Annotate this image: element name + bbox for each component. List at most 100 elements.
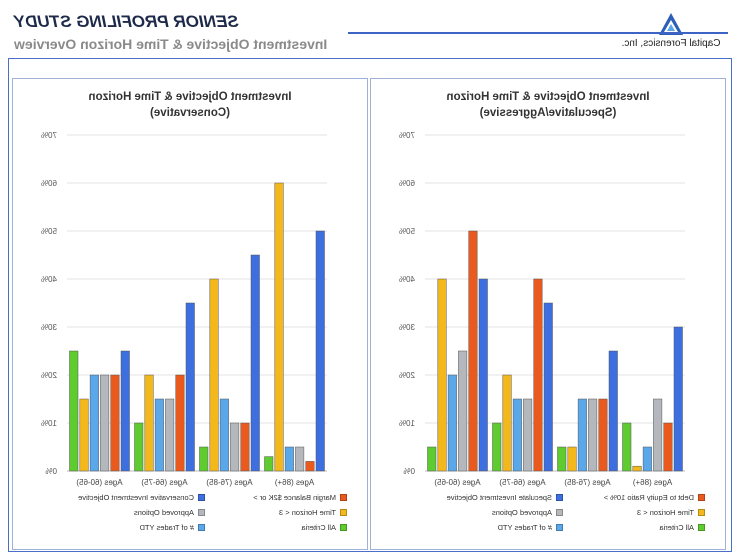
legend-item: Debt to Equity Ratio 10% >: [604, 493, 705, 502]
bar: [110, 374, 120, 472]
y-tick-label: 30%: [41, 323, 57, 332]
bar: [608, 350, 618, 472]
bar: [642, 446, 652, 472]
legend-item: Margin Balance $2K or >: [253, 493, 347, 502]
bar: [577, 398, 587, 472]
y-tick-label: 70%: [399, 131, 415, 140]
y-tick-label: 40%: [399, 275, 415, 284]
bar: [632, 465, 642, 472]
bar: [468, 230, 478, 472]
x-tick-label: Ages (76-85): [206, 478, 253, 487]
legend-item: Approved Options: [492, 508, 563, 517]
chart-panel-conservative: Investment Objective & Time Horizon (Con…: [12, 78, 368, 550]
bar: [69, 350, 79, 472]
chart-panel-speculative: Investment Objective & Time Horizon (Spe…: [370, 78, 726, 550]
bar: [663, 422, 673, 472]
legend-swatch: [198, 509, 205, 516]
chart-legend: All Criteria Time Horizon < 3 # of Trades …: [377, 493, 713, 541]
bar: [240, 422, 250, 472]
bar: [79, 398, 89, 472]
legend-swatch: [198, 524, 205, 531]
y-tick-label: 0%: [403, 467, 415, 476]
legend-label: # of Trades YTD: [139, 523, 194, 532]
legend-swatch: [556, 494, 563, 501]
bar: [264, 456, 274, 472]
y-tick-label: 70%: [41, 131, 57, 140]
bar-chart-conservative: 0% 10% 20% 30% 40% 50% 60% 70% Ages (60-65) Ages …: [41, 131, 327, 487]
y-tick-label: 20%: [41, 371, 57, 380]
bar: [274, 182, 284, 472]
legend-label: Time Horizon < 3: [636, 508, 694, 517]
company-logo: Capital Forensics, Inc.: [616, 12, 726, 49]
legend-label: Speculate Investment Objective: [446, 493, 552, 502]
legend-item: # of Trades YTD: [498, 523, 563, 532]
bar: [175, 374, 185, 472]
bar: [219, 398, 229, 472]
legend-swatch: [340, 524, 347, 531]
legend-swatch: [698, 494, 705, 501]
bar: [199, 446, 209, 472]
bar: [185, 302, 195, 472]
legend-label: All Criteria: [301, 523, 336, 532]
bar: [492, 422, 502, 472]
chart-legend: All Criteria Time Horizon < 3 # of Trades …: [19, 493, 355, 541]
legend-item: All Criteria: [301, 523, 347, 532]
bar: [144, 374, 154, 472]
legend-swatch: [340, 494, 347, 501]
legend-label: Approved Options: [133, 508, 194, 517]
legend-swatch: [698, 509, 705, 516]
legend-swatch: [556, 524, 563, 531]
legend-swatch: [556, 509, 563, 516]
bar: [295, 446, 305, 472]
x-tick-label: Ages (86+): [632, 478, 672, 487]
bar-chart-speculative: 0% 10% 20% 30% 40% 50% 60% 70% Ages (60-65) Ages …: [399, 131, 685, 487]
legend-item: Approved Options: [134, 508, 205, 517]
x-tick-label: Ages (60-65): [76, 478, 123, 487]
legend-swatch: [198, 494, 205, 501]
legend-swatch: [698, 524, 705, 531]
bar: [512, 398, 522, 472]
bar: [598, 398, 608, 472]
bar: [305, 461, 315, 472]
bar: [622, 422, 632, 472]
bar: [673, 326, 683, 472]
bar: [458, 350, 468, 472]
bar: [557, 446, 567, 472]
y-tick-label: 50%: [399, 227, 415, 236]
title-rule: [348, 32, 728, 34]
bar: [567, 446, 577, 472]
bar: [502, 374, 512, 472]
x-tick-label: Ages (66-75): [141, 478, 188, 487]
bar: [523, 398, 533, 472]
legend-label: All Criteria: [659, 523, 694, 532]
bar: [134, 422, 144, 472]
bar: [427, 446, 437, 472]
y-tick-label: 30%: [399, 323, 415, 332]
triangle-logo-icon: [659, 13, 683, 35]
y-tick-label: 0%: [45, 467, 57, 476]
x-tick-label: Ages (76-85): [564, 478, 611, 487]
y-tick-label: 50%: [41, 227, 57, 236]
bar: [100, 374, 110, 472]
bar: [120, 350, 130, 472]
legend-item: All Criteria: [659, 523, 705, 532]
bar: [209, 278, 219, 472]
legend-label: Margin Balance $2K or >: [253, 493, 336, 502]
bar: [165, 398, 175, 472]
x-tick-label: Ages (66-75): [499, 478, 546, 487]
y-tick-label: 20%: [399, 371, 415, 380]
bar: [230, 422, 240, 472]
bar: [478, 278, 488, 472]
legend-item: # of Trades YTD: [140, 523, 205, 532]
legend-label: Debt to Equity Ratio 10% >: [603, 493, 694, 502]
bar: [543, 302, 553, 472]
legend-item: Speculate Investment Objective: [447, 493, 563, 502]
bar: [533, 278, 543, 472]
bar: [437, 278, 447, 472]
y-tick-label: 10%: [41, 419, 57, 428]
y-tick-label: 10%: [399, 419, 415, 428]
legend-swatch: [340, 509, 347, 516]
x-tick-label: Ages (60-65): [434, 478, 481, 487]
legend-label: # of Trades YTD: [497, 523, 552, 532]
